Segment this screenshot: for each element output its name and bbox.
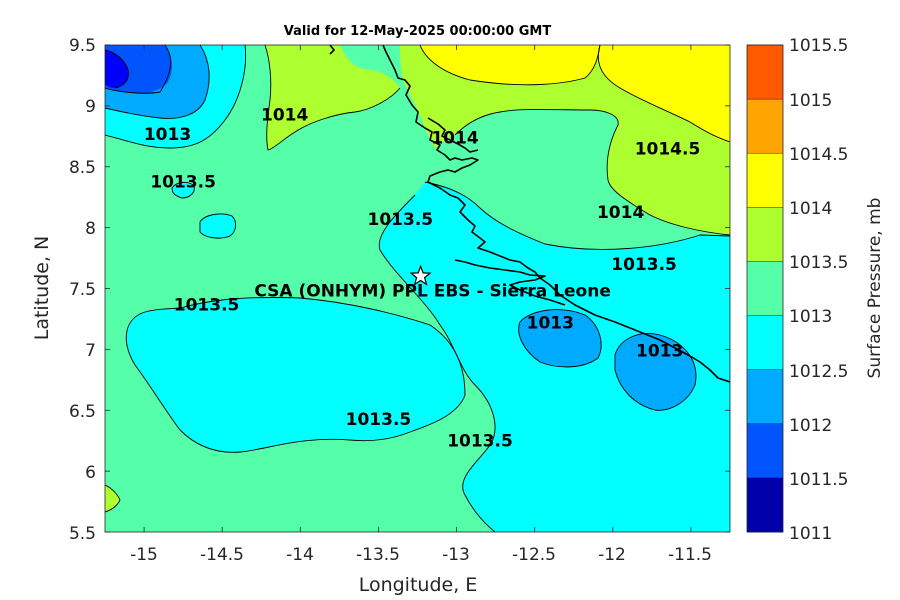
y-tick-label: 7 xyxy=(85,341,96,361)
colorbar-tick-label: 1015.5 xyxy=(789,36,848,56)
station-marker: CSA (ONHYM) PPL EBS - Sierra Leone xyxy=(254,264,611,301)
pressure-fill-1013 xyxy=(200,214,236,239)
colorbar-swatch xyxy=(747,261,783,317)
colorbar-tick-label: 1014.5 xyxy=(789,145,848,165)
contour-line xyxy=(419,45,601,86)
y-tick-label: 5.5 xyxy=(69,524,96,544)
contour-label: 1013 xyxy=(636,342,683,362)
x-axis: -15 -14.5 -14 -13.5 -13 -12.5 -12 -11.5 … xyxy=(130,545,712,596)
x-tick-label: -15 xyxy=(130,545,158,565)
coastline-path xyxy=(427,117,479,153)
contour-label: 1013.5 xyxy=(346,410,412,430)
contour-label: 1014 xyxy=(261,105,308,125)
y-axis: 9.5 9 8.5 8 7.5 7 6.5 6 5.5 Latitude, N xyxy=(31,36,96,544)
map-title: Valid for 12-May-2025 00:00:00 GMT xyxy=(283,24,552,39)
contour-line xyxy=(171,181,195,199)
colorbar-swatch xyxy=(747,207,783,262)
y-tick-label: 9 xyxy=(85,97,96,117)
colorbar-swatch xyxy=(747,99,783,154)
colorbar-swatch xyxy=(747,423,783,479)
pressure-fill-1012-5 xyxy=(518,309,602,367)
contour-label: 1013.5 xyxy=(174,295,240,315)
contour-line xyxy=(597,45,730,143)
y-tick-label: 7.5 xyxy=(69,280,96,300)
pressure-fill-1014 xyxy=(265,45,400,150)
contour-line xyxy=(105,484,121,513)
pressure-fill-1014-5 xyxy=(420,45,730,142)
pressure-fill-1013 xyxy=(172,182,195,198)
pressure-fill-1012-5 xyxy=(615,333,696,411)
x-tick-label: -12.5 xyxy=(512,545,556,565)
colorbar-tick-label: 1013 xyxy=(789,307,832,327)
y-tick-label: 8.5 xyxy=(69,158,96,178)
x-tick-marks xyxy=(143,45,692,532)
colorbar-swatch xyxy=(747,315,783,371)
x-tick-label: -12 xyxy=(598,545,626,565)
station-label: CSA (ONHYM) PPL EBS - Sierra Leone xyxy=(254,281,611,301)
pressure-fill-1011-5 xyxy=(105,50,129,88)
y-tick-label: 6 xyxy=(85,463,96,483)
x-tick-label: -11.5 xyxy=(668,545,712,565)
contour-label: 1013.5 xyxy=(150,172,216,192)
contour-label: 1013 xyxy=(527,314,574,334)
y-tick-label: 9.5 xyxy=(69,36,96,56)
contour-line xyxy=(199,213,237,239)
colorbar-tick-label: 1011 xyxy=(789,524,832,544)
coastline-path xyxy=(454,259,566,306)
contour-label: 1014.5 xyxy=(635,139,701,159)
contour-line xyxy=(378,194,496,532)
x-tick-label: -14.5 xyxy=(200,545,244,565)
contour-line xyxy=(105,45,247,149)
x-tick-label: -14 xyxy=(286,545,314,565)
colorbar-swatch xyxy=(747,45,783,100)
y-tick-label: 6.5 xyxy=(69,402,96,422)
contour-line xyxy=(125,297,466,453)
colorbar-swatch xyxy=(747,477,783,532)
x-tick-label: -13 xyxy=(442,545,470,565)
contour-line xyxy=(105,45,172,94)
contour-label: 1013 xyxy=(144,125,191,145)
contour-line xyxy=(454,109,730,236)
colorbar-tick-label: 1014 xyxy=(789,199,832,219)
colorbar xyxy=(747,44,783,533)
colorbar-ticks: 1015.5 1015 1014.5 1014 1013.5 1013 1012… xyxy=(789,36,848,544)
colorbar-tick-label: 1011.5 xyxy=(789,470,848,490)
star-icon xyxy=(409,264,432,286)
colorbar-tick-label: 1012 xyxy=(789,416,832,436)
y-tick-label: 8 xyxy=(85,219,96,239)
colorbar-tick-label: 1012.5 xyxy=(789,362,848,382)
contour-label: 1014 xyxy=(597,203,644,223)
contour-line xyxy=(518,309,602,368)
colorbar-swatch xyxy=(747,369,783,425)
contour-line xyxy=(424,181,730,250)
colorbar-tick-label: 1013.5 xyxy=(789,253,848,273)
colorbar-frame xyxy=(746,44,784,533)
contour-label: 1013.5 xyxy=(368,210,434,230)
contour-label: 1014 xyxy=(431,129,478,149)
pressure-fill-1013 xyxy=(126,297,466,453)
contour-fills xyxy=(105,45,730,532)
colorbar-tick-label: 1015 xyxy=(789,91,832,111)
y-tick-marks xyxy=(105,44,730,533)
coastline-path xyxy=(329,45,335,55)
contour-line xyxy=(264,45,401,151)
x-tick-label: -13.5 xyxy=(356,545,400,565)
contour-lines xyxy=(105,45,730,532)
coastline xyxy=(329,45,730,383)
contour-line xyxy=(105,45,210,119)
contour-line xyxy=(105,49,129,89)
colorbar-label: Surface Pressure, mb xyxy=(865,198,885,379)
colorbar-swatch xyxy=(747,153,783,208)
contour-label: 1013.5 xyxy=(611,255,677,275)
coastline-path xyxy=(382,45,730,383)
contour-label: 1013.5 xyxy=(447,432,513,452)
y-axis-label: Latitude, N xyxy=(31,236,53,341)
contour-labels: 1013 1013.5 1014 1014 1013.5 1014.5 1014 1013.5… xyxy=(144,105,700,451)
x-axis-label: Longitude, E xyxy=(359,574,478,596)
